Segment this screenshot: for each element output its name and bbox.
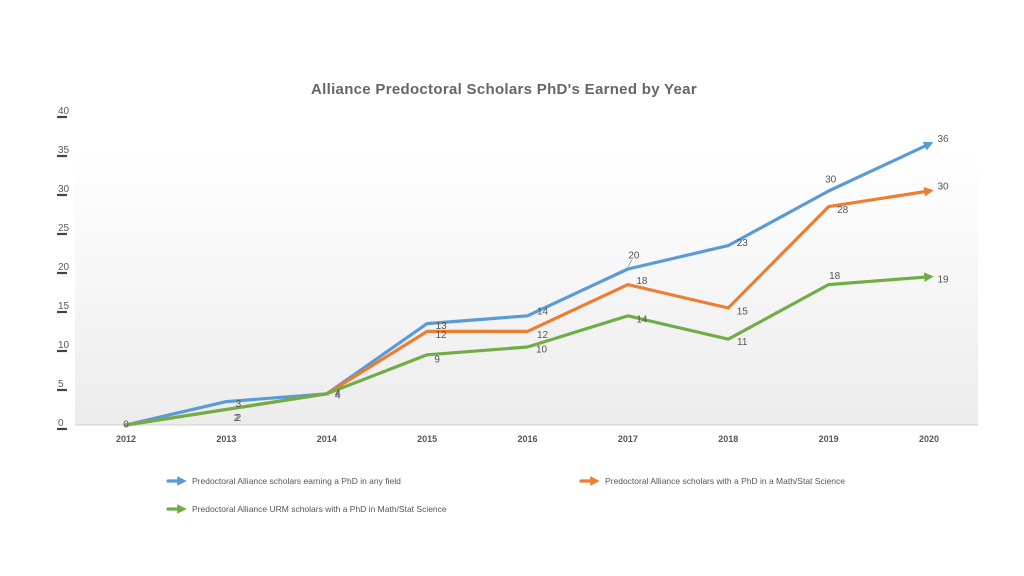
y-tick-label: 20 [58,262,70,273]
x-axis: 2012 2013 2014 2015 2016 2017 2018 2019 2020 [75,424,978,444]
data-label: 10 [536,345,548,356]
x-tick-label: 2012 [116,434,136,444]
data-label: 14 [636,314,648,325]
data-label: 36 [937,134,949,145]
data-label: 9 [434,354,440,365]
data-label: 14 [537,306,549,317]
series-line-1 [124,141,934,427]
y-tick-label: 30 [58,184,70,195]
data-label: 2 [236,413,242,424]
y-tick-label: 15 [58,301,70,312]
data-label: 30 [825,175,837,186]
data-label: 18 [636,276,648,287]
x-tick-label: 2020 [919,434,939,444]
data-label: 15 [737,307,749,318]
series-lines [124,141,934,427]
data-label: 4 [335,388,341,399]
x-tick-label: 2013 [216,434,236,444]
data-label: 11 [737,337,748,348]
data-label: 2 [234,413,240,424]
data-label: 20 [628,251,640,262]
data-label: 4 [335,390,341,401]
legend-label-1: Predoctoral Alliance scholars earning a … [192,476,401,486]
chart-title: Alliance Predoctoral Scholars PhD's Earn… [311,81,697,98]
data-label: 23 [737,238,749,249]
data-label: 4 [335,388,341,399]
legend: Predoctoral Alliance scholars earning a … [166,476,845,514]
x-tick-label: 2014 [317,434,337,444]
x-tick-label: 2015 [417,434,437,444]
series-line-3 [124,272,934,427]
y-tick-label: 40 [58,106,70,117]
y-tick-label: 25 [58,223,70,234]
data-label: 18 [829,271,841,282]
data-label: 12 [436,330,448,341]
plot-area-background [75,150,978,425]
data-label: 13 [436,321,448,332]
y-tick-label: 35 [58,145,70,156]
y-tick-label: 10 [58,340,70,351]
data-label: 12 [537,330,549,341]
x-tick-label: 2017 [618,434,638,444]
x-tick-label: 2019 [819,434,839,444]
data-label: 19 [937,274,949,285]
y-tick-label: 0 [58,418,64,429]
data-label: 30 [937,182,949,193]
x-tick-label: 2016 [517,434,537,444]
y-tick-label: 5 [58,379,64,390]
legend-label-3: Predoctoral Alliance URM scholars with a… [192,504,447,514]
data-label: 3 [236,399,242,410]
label-leader-line [627,259,633,268]
legend-label-2: Predoctoral Alliance scholars with a PhD… [605,476,845,486]
data-label: 28 [837,205,849,216]
x-tick-label: 2018 [718,434,738,444]
y-axis: 0 5 10 15 20 25 30 35 40 [57,106,70,431]
data-label: 0 [123,420,129,431]
